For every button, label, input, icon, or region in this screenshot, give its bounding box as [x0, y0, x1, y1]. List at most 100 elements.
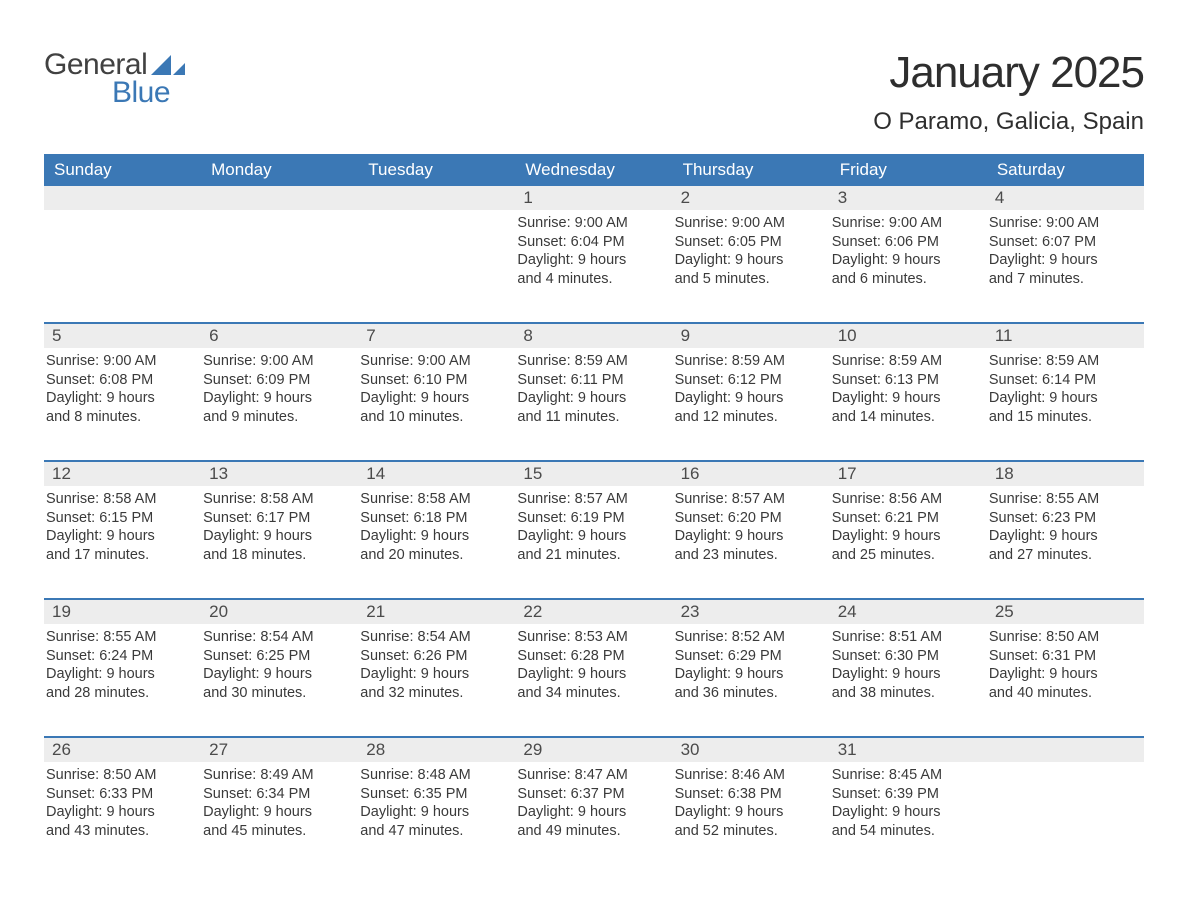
sunrise-text: Sunrise: 8:55 AM: [989, 490, 1138, 509]
weekday-header: Sunday: [44, 154, 201, 186]
day-entry: Sunrise: 8:58 AMSunset: 6:18 PMDaylight:…: [358, 486, 515, 564]
daylight-text: Daylight: 9 hours: [675, 803, 824, 822]
sunset-text: Sunset: 6:09 PM: [203, 371, 352, 390]
day-entry: Sunrise: 8:59 AMSunset: 6:12 PMDaylight:…: [673, 348, 830, 426]
day-entry: Sunrise: 8:45 AMSunset: 6:39 PMDaylight:…: [830, 762, 987, 840]
day-number: 10: [830, 324, 987, 348]
daylight-text: Daylight: 9 hours: [675, 389, 824, 408]
day-number: 7: [358, 324, 515, 348]
calendar-cell: 20Sunrise: 8:54 AMSunset: 6:25 PMDayligh…: [201, 600, 358, 712]
calendar-cell: 11Sunrise: 8:59 AMSunset: 6:14 PMDayligh…: [987, 324, 1144, 436]
daylight-text: and 25 minutes.: [832, 546, 981, 565]
day-entry: Sunrise: 8:59 AMSunset: 6:11 PMDaylight:…: [515, 348, 672, 426]
sunrise-text: Sunrise: 8:51 AM: [832, 628, 981, 647]
calendar-cell: 10Sunrise: 8:59 AMSunset: 6:13 PMDayligh…: [830, 324, 987, 436]
daylight-text: and 27 minutes.: [989, 546, 1138, 565]
sunset-text: Sunset: 6:17 PM: [203, 509, 352, 528]
daylight-text: and 8 minutes.: [46, 408, 195, 427]
daylight-text: and 12 minutes.: [675, 408, 824, 427]
daylight-text: and 36 minutes.: [675, 684, 824, 703]
calendar-cell: [358, 186, 515, 298]
sunset-text: Sunset: 6:39 PM: [832, 785, 981, 804]
day-entry: Sunrise: 8:50 AMSunset: 6:31 PMDaylight:…: [987, 624, 1144, 702]
sunrise-text: Sunrise: 8:49 AM: [203, 766, 352, 785]
daylight-text: Daylight: 9 hours: [832, 527, 981, 546]
day-entry: Sunrise: 8:55 AMSunset: 6:23 PMDaylight:…: [987, 486, 1144, 564]
daylight-text: and 9 minutes.: [203, 408, 352, 427]
sunrise-text: Sunrise: 8:59 AM: [517, 352, 666, 371]
sunrise-text: Sunrise: 8:58 AM: [203, 490, 352, 509]
daylight-text: Daylight: 9 hours: [989, 665, 1138, 684]
day-entry: Sunrise: 9:00 AMSunset: 6:04 PMDaylight:…: [515, 210, 672, 288]
calendar-cell: 3Sunrise: 9:00 AMSunset: 6:06 PMDaylight…: [830, 186, 987, 298]
sunset-text: Sunset: 6:25 PM: [203, 647, 352, 666]
daylight-text: Daylight: 9 hours: [46, 527, 195, 546]
day-number: 24: [830, 600, 987, 624]
calendar-cell: 18Sunrise: 8:55 AMSunset: 6:23 PMDayligh…: [987, 462, 1144, 574]
day-number: 29: [515, 738, 672, 762]
daylight-text: and 47 minutes.: [360, 822, 509, 841]
sunrise-text: Sunrise: 8:47 AM: [517, 766, 666, 785]
day-number: 30: [673, 738, 830, 762]
daylight-text: and 7 minutes.: [989, 270, 1138, 289]
day-number: 16: [673, 462, 830, 486]
day-number: 2: [673, 186, 830, 210]
empty-day-bar: [358, 186, 515, 210]
day-entry: Sunrise: 8:56 AMSunset: 6:21 PMDaylight:…: [830, 486, 987, 564]
calendar-cell: 14Sunrise: 8:58 AMSunset: 6:18 PMDayligh…: [358, 462, 515, 574]
sunrise-text: Sunrise: 8:54 AM: [360, 628, 509, 647]
calendar-cell: 1Sunrise: 9:00 AMSunset: 6:04 PMDaylight…: [515, 186, 672, 298]
weekday-header: Monday: [201, 154, 358, 186]
calendar-cell: 16Sunrise: 8:57 AMSunset: 6:20 PMDayligh…: [673, 462, 830, 574]
day-number: 19: [44, 600, 201, 624]
calendar-cell: 25Sunrise: 8:50 AMSunset: 6:31 PMDayligh…: [987, 600, 1144, 712]
daylight-text: and 17 minutes.: [46, 546, 195, 565]
weekday-header-row: Sunday Monday Tuesday Wednesday Thursday…: [44, 154, 1144, 186]
daylight-text: Daylight: 9 hours: [517, 665, 666, 684]
sunset-text: Sunset: 6:30 PM: [832, 647, 981, 666]
daylight-text: Daylight: 9 hours: [832, 803, 981, 822]
calendar-cell: 4Sunrise: 9:00 AMSunset: 6:07 PMDaylight…: [987, 186, 1144, 298]
day-number: 18: [987, 462, 1144, 486]
calendar-week: 5Sunrise: 9:00 AMSunset: 6:08 PMDaylight…: [44, 322, 1144, 436]
weekday-header: Thursday: [673, 154, 830, 186]
sunset-text: Sunset: 6:07 PM: [989, 233, 1138, 252]
calendar-cell: 8Sunrise: 8:59 AMSunset: 6:11 PMDaylight…: [515, 324, 672, 436]
empty-day-bar: [201, 186, 358, 210]
sunset-text: Sunset: 6:29 PM: [675, 647, 824, 666]
day-entry: Sunrise: 9:00 AMSunset: 6:09 PMDaylight:…: [201, 348, 358, 426]
day-number: 1: [515, 186, 672, 210]
sunrise-text: Sunrise: 9:00 AM: [517, 214, 666, 233]
calendar-cell: 15Sunrise: 8:57 AMSunset: 6:19 PMDayligh…: [515, 462, 672, 574]
page-subtitle: O Paramo, Galicia, Spain: [873, 108, 1144, 136]
day-entry: Sunrise: 8:59 AMSunset: 6:14 PMDaylight:…: [987, 348, 1144, 426]
sunset-text: Sunset: 6:14 PM: [989, 371, 1138, 390]
day-number: 20: [201, 600, 358, 624]
daylight-text: Daylight: 9 hours: [517, 803, 666, 822]
calendar-cell: 31Sunrise: 8:45 AMSunset: 6:39 PMDayligh…: [830, 738, 987, 850]
day-entry: Sunrise: 8:58 AMSunset: 6:15 PMDaylight:…: [44, 486, 201, 564]
weekday-header: Wednesday: [515, 154, 672, 186]
sunset-text: Sunset: 6:18 PM: [360, 509, 509, 528]
calendar-cell: 2Sunrise: 9:00 AMSunset: 6:05 PMDaylight…: [673, 186, 830, 298]
day-number: 5: [44, 324, 201, 348]
daylight-text: Daylight: 9 hours: [517, 251, 666, 270]
sunset-text: Sunset: 6:26 PM: [360, 647, 509, 666]
day-entry: Sunrise: 8:52 AMSunset: 6:29 PMDaylight:…: [673, 624, 830, 702]
daylight-text: Daylight: 9 hours: [46, 803, 195, 822]
sunrise-text: Sunrise: 9:00 AM: [203, 352, 352, 371]
daylight-text: and 21 minutes.: [517, 546, 666, 565]
calendar-week: 26Sunrise: 8:50 AMSunset: 6:33 PMDayligh…: [44, 736, 1144, 850]
calendar-cell: 30Sunrise: 8:46 AMSunset: 6:38 PMDayligh…: [673, 738, 830, 850]
day-number: 27: [201, 738, 358, 762]
sunrise-text: Sunrise: 9:00 AM: [46, 352, 195, 371]
sunset-text: Sunset: 6:35 PM: [360, 785, 509, 804]
calendar-cell: [201, 186, 358, 298]
calendar-cell: 9Sunrise: 8:59 AMSunset: 6:12 PMDaylight…: [673, 324, 830, 436]
daylight-text: and 34 minutes.: [517, 684, 666, 703]
title-block: January 2025 O Paramo, Galicia, Spain: [873, 48, 1144, 136]
sunrise-text: Sunrise: 8:56 AM: [832, 490, 981, 509]
day-number: 21: [358, 600, 515, 624]
day-entry: Sunrise: 9:00 AMSunset: 6:06 PMDaylight:…: [830, 210, 987, 288]
daylight-text: Daylight: 9 hours: [46, 665, 195, 684]
